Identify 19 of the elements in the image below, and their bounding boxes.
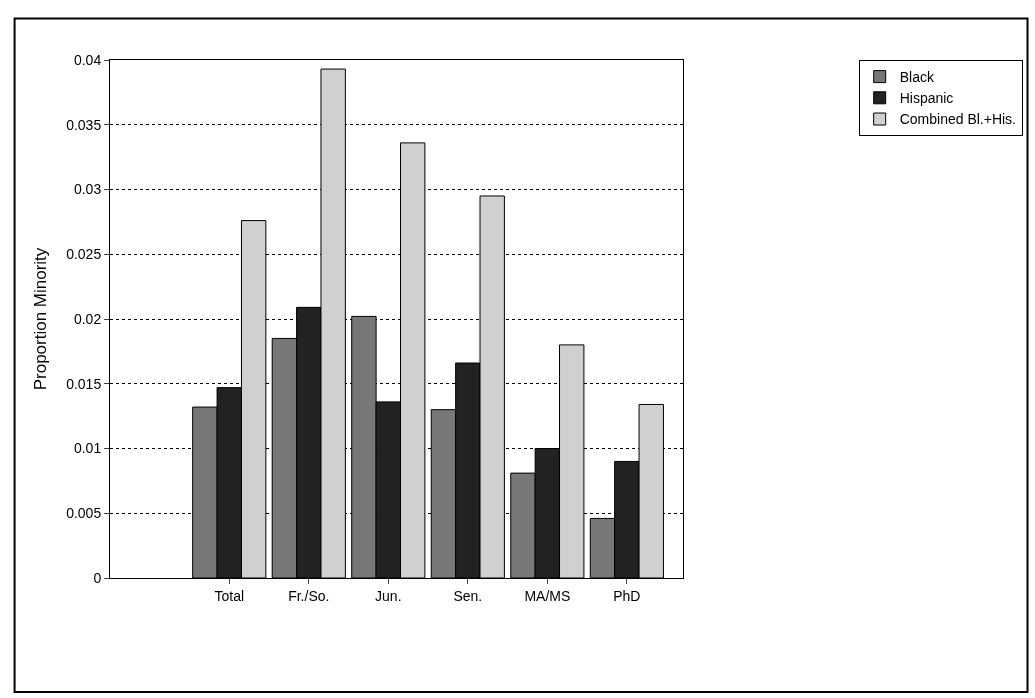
y-tick-label: 0.015 [66, 375, 102, 392]
y-tick-label: 0.04 [73, 51, 102, 68]
y-tick-label: 0.03 [73, 181, 102, 198]
legend-label: Black [899, 69, 935, 86]
legend-label: Hispanic [899, 90, 954, 107]
x-tick-label: Total [214, 587, 245, 604]
x-tick-label: Sen. [453, 587, 483, 604]
y-tick-label: 0.025 [66, 246, 102, 263]
y-tick-label: 0.01 [73, 440, 102, 457]
legend-label: Combined Bl.+His. [899, 111, 1017, 128]
x-tick-label: Jun. [375, 587, 402, 604]
y-tick-label: 0 [93, 569, 102, 586]
y-axis-title: Proportion Minority [30, 247, 50, 391]
x-tick-label: MA/MS [524, 587, 571, 604]
x-tick-label: Fr./So. [288, 587, 330, 604]
y-tick-label: 0.005 [66, 505, 102, 522]
y-tick-label: 0.035 [66, 116, 102, 133]
y-tick-label: 0.02 [73, 310, 102, 327]
x-tick-label: PhD [613, 587, 641, 604]
